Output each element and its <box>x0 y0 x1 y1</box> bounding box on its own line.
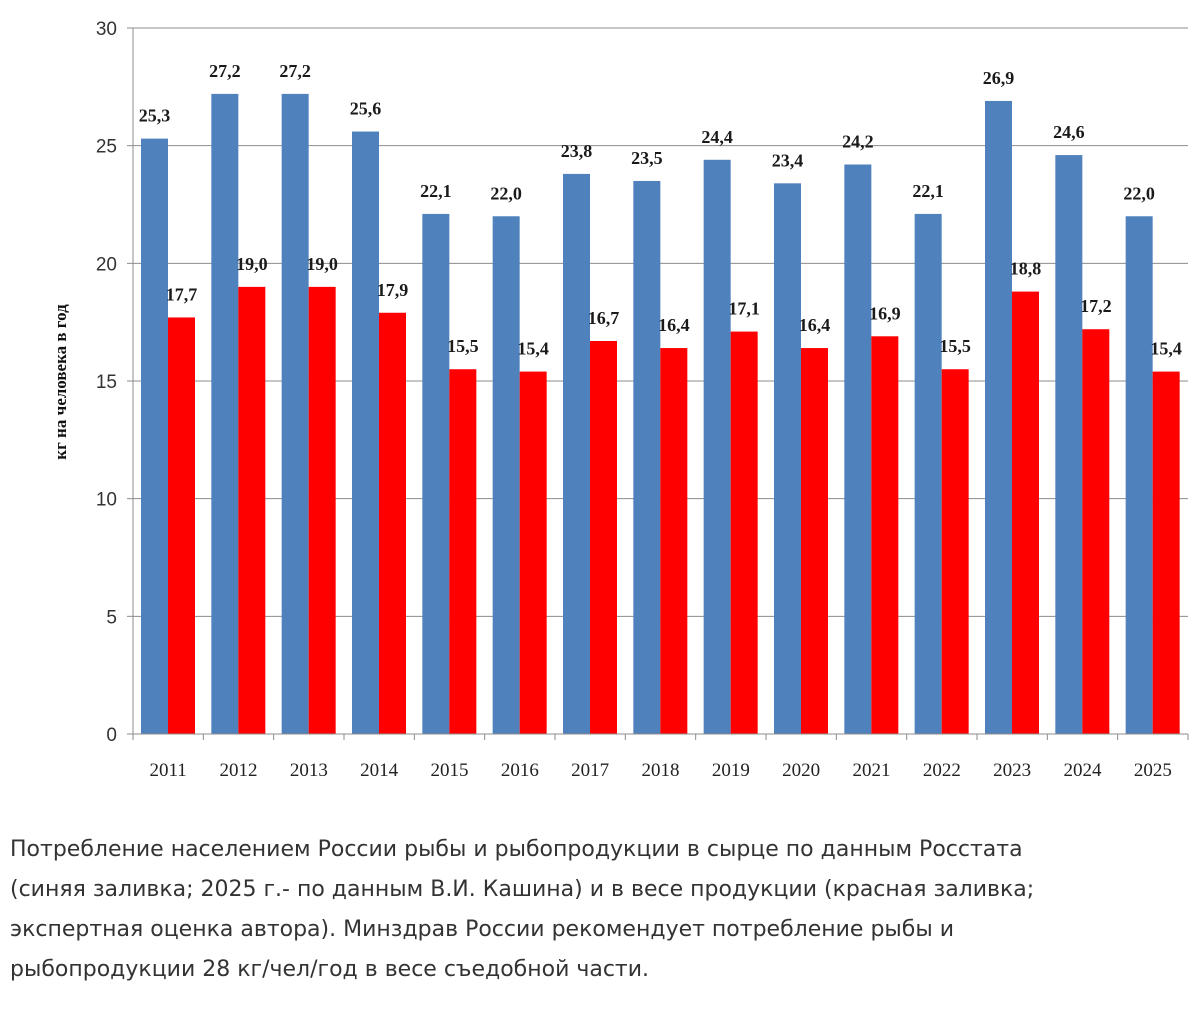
data-label-blue: 26,9 <box>983 68 1015 88</box>
data-label-red: 15,4 <box>517 339 549 359</box>
y-tick-label: 30 <box>96 19 117 40</box>
axes <box>132 28 1188 735</box>
data-label-blue: 22,1 <box>912 181 944 201</box>
y-axis-label: кг на человека в год <box>51 304 70 460</box>
bar-red <box>519 371 547 734</box>
data-label-red: 16,7 <box>588 308 620 328</box>
bar-red <box>590 340 617 734</box>
bar-blue <box>985 100 1012 735</box>
bar-blue <box>633 180 661 734</box>
data-label-red: 17,2 <box>1080 296 1112 316</box>
bar-red <box>379 312 406 734</box>
bar-red <box>801 348 828 734</box>
data-label-blue: 25,3 <box>139 106 171 126</box>
bar-blue <box>281 93 309 735</box>
y-tick-label: 0 <box>106 725 117 746</box>
caption-line: рыбопродукции 28 кг/чел/год в весе съедо… <box>10 957 650 982</box>
x-tick-label: 2013 <box>290 760 328 781</box>
data-label-red: 17,9 <box>377 280 409 300</box>
caption-line: Потребление населением России рыбы и рыб… <box>10 837 1023 862</box>
bars <box>141 93 1180 735</box>
bar-red <box>1082 329 1110 734</box>
data-label-blue: 22,1 <box>420 181 452 201</box>
bar-red <box>1012 291 1039 734</box>
x-tick-label: 2024 <box>1064 760 1103 781</box>
data-label-blue: 27,2 <box>279 61 311 81</box>
bar-red <box>660 348 688 734</box>
x-tick-label: 2016 <box>501 760 539 781</box>
data-label-blue: 22,0 <box>490 183 522 203</box>
data-label-red: 17,7 <box>166 284 198 304</box>
x-tick-label: 2019 <box>712 760 750 781</box>
figure-caption: Потребление населением России рыбы и рыб… <box>10 830 1195 990</box>
x-tick-label: 2025 <box>1134 760 1172 781</box>
data-label-blue: 24,2 <box>842 131 874 151</box>
caption-line: экспертная оценка автора). Минздрав Росс… <box>10 917 955 942</box>
data-label-red: 19,0 <box>236 254 268 274</box>
data-label-blue: 24,4 <box>701 127 733 147</box>
bar-red <box>1152 371 1180 734</box>
data-label-red: 16,4 <box>658 315 690 335</box>
x-tick-label: 2012 <box>220 760 258 781</box>
bar-blue <box>563 173 590 734</box>
x-tick-label: 2020 <box>782 760 820 781</box>
x-tick-label: 2023 <box>993 760 1031 781</box>
y-tick-label: 5 <box>106 607 117 628</box>
bar-red <box>871 336 899 734</box>
data-label-blue: 23,5 <box>631 148 663 168</box>
y-tick-label: 20 <box>96 254 117 275</box>
x-tick-label: 2014 <box>360 760 399 781</box>
x-tick-label: 2011 <box>150 760 187 781</box>
data-label-red: 17,1 <box>728 299 760 319</box>
data-label-red: 18,8 <box>1010 259 1042 279</box>
data-labels: 25,3 17,7 27,2 19,0 27,2 19,0 25,6 17,9 22,1 15,5… <box>139 61 1182 359</box>
y-tick-label: 10 <box>96 490 117 511</box>
x-tick-label: 2021 <box>853 760 891 781</box>
data-label-red: 16,9 <box>869 303 901 323</box>
data-label-blue: 23,4 <box>772 150 804 170</box>
bar-blue <box>211 93 239 735</box>
x-tick-label: 2017 <box>571 760 609 781</box>
data-label-red: 15,5 <box>939 336 971 356</box>
bar-red <box>730 331 758 734</box>
bar-red <box>308 286 336 734</box>
bar-blue <box>774 183 801 734</box>
x-tick-label: 2018 <box>642 760 680 781</box>
bar-blue <box>1125 216 1153 734</box>
x-tick-label: 2015 <box>431 760 469 781</box>
x-tick-label: 2022 <box>923 760 961 781</box>
data-label-red: 19,0 <box>306 254 338 274</box>
bar-red <box>168 317 195 734</box>
bar-red <box>941 369 969 734</box>
bar-blue <box>1055 155 1083 734</box>
y-tick-label: 15 <box>96 372 117 393</box>
data-label-blue: 24,6 <box>1053 122 1085 142</box>
bar-blue <box>914 213 942 734</box>
data-label-blue: 27,2 <box>209 61 241 81</box>
data-label-blue: 25,6 <box>350 99 382 119</box>
caption-line: (синяя заливка; 2025 г.- по данным В.И. … <box>10 877 1035 902</box>
data-label-red: 15,5 <box>447 336 479 356</box>
x-axis-ticks: 2011 2012 2013 2014 2015 2016 2017 2018 2019 2020… <box>132 734 1189 781</box>
data-label-blue: 23,8 <box>561 141 593 161</box>
data-label-red: 16,4 <box>799 315 831 335</box>
bar-blue <box>352 131 379 735</box>
bar-red <box>449 369 477 734</box>
bar-blue <box>422 213 450 734</box>
bar-red <box>238 286 266 734</box>
data-label-red: 15,4 <box>1150 339 1182 359</box>
data-label-blue: 22,0 <box>1123 183 1155 203</box>
y-tick-label: 25 <box>96 137 117 158</box>
bar-blue <box>844 164 872 734</box>
bar-blue <box>492 216 520 734</box>
bar-blue <box>703 159 731 734</box>
bar-blue <box>141 138 168 734</box>
y-axis-ticks: 0 5 10 15 20 25 30 <box>96 19 133 746</box>
